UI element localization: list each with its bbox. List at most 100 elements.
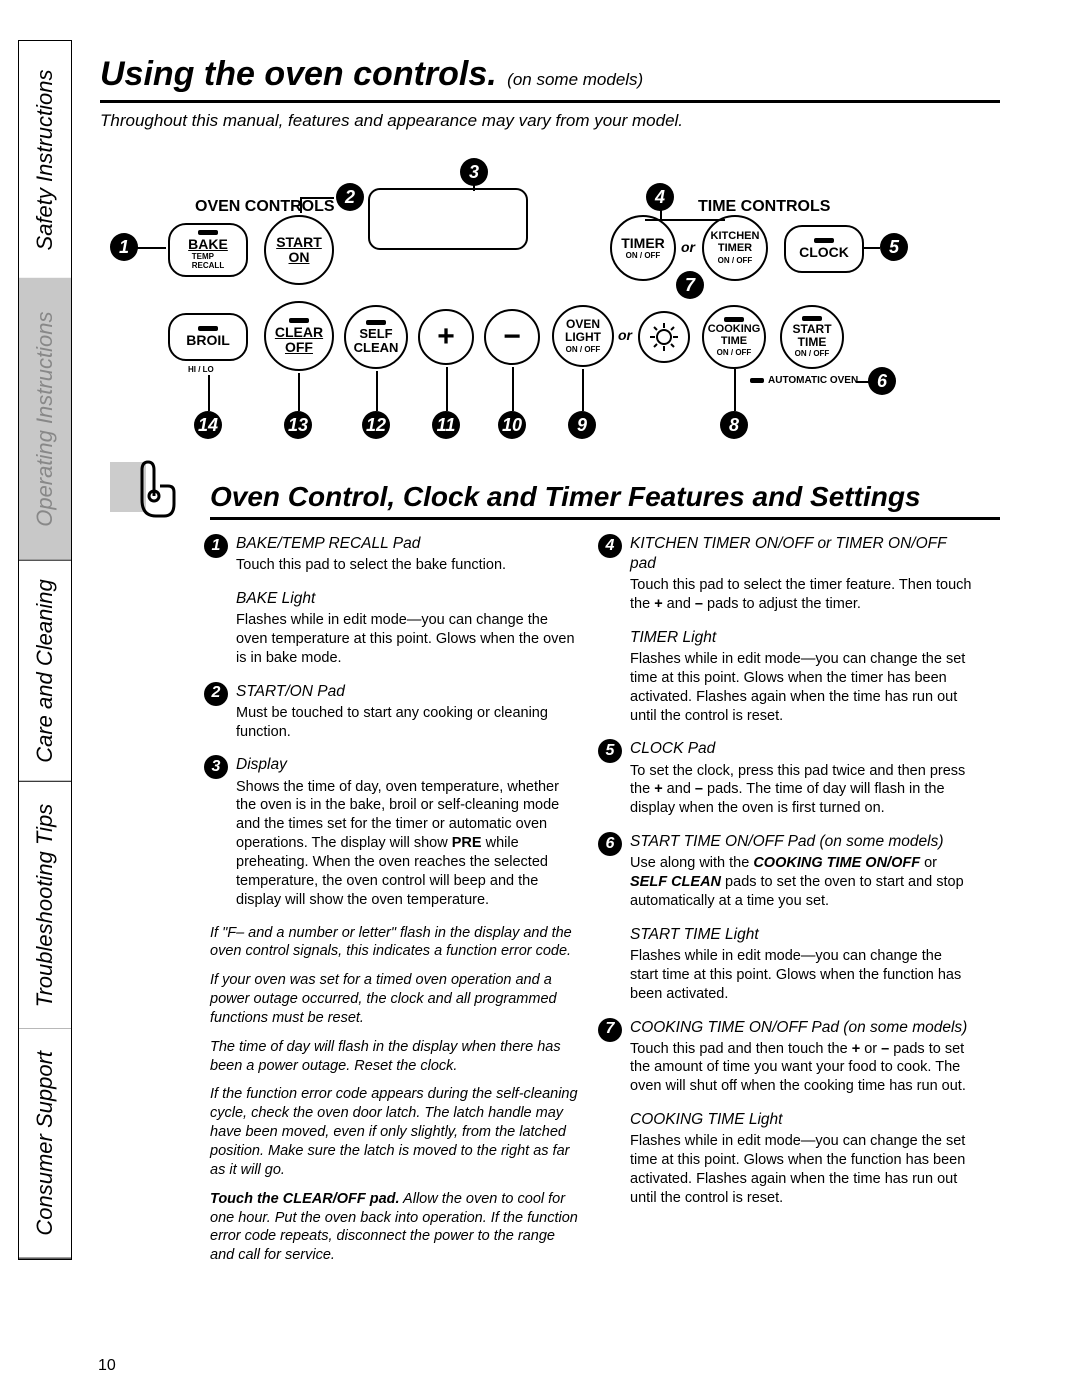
or-1: or <box>681 239 695 255</box>
lbl-cooking-time: COOKING TIME <box>708 324 761 347</box>
under-cooking-time: ON / OFF <box>717 348 752 357</box>
body-6: Use along with the COOKING TIME ON/OFF o… <box>630 854 974 911</box>
section2-title: Oven Control, Clock and Timer Features a… <box>210 481 1000 520</box>
lbl-start-time: START TIME <box>792 323 831 348</box>
pointing-hand-icon <box>108 452 178 522</box>
callout-13: 13 <box>284 411 312 439</box>
feature-cooking-time-light: COOKING TIME Light Flashes while in edit… <box>604 1110 974 1208</box>
num-6: 6 <box>598 832 622 856</box>
title-row: Using the oven controls. (on some models… <box>100 55 1000 103</box>
body-timer-light: Flashes while in edit mode—you can chang… <box>630 650 974 725</box>
hdr-bake-light: BAKE Light <box>236 589 580 609</box>
lbl-oven-light: OVEN LIGHT <box>565 318 601 343</box>
page-title: Using the oven controls. <box>100 55 497 93</box>
body-cooking-time-light: Flashes while in edit mode—you can chang… <box>630 1132 974 1207</box>
main-content: Using the oven controls. (on some models… <box>100 55 1000 1275</box>
body-3: Shows the time of day, oven temperature,… <box>236 778 580 910</box>
feature-3: 3 Display Shows the time of day, oven te… <box>210 755 580 909</box>
feature-6: 6 START TIME ON/OFF Pad (on some models)… <box>604 832 974 911</box>
lbl-clear-off: CLEAR OFF <box>275 325 323 354</box>
hdr-1: BAKE/TEMP RECALL Pad <box>236 534 580 554</box>
callout-12: 12 <box>362 411 390 439</box>
callout-2: 2 <box>336 183 364 211</box>
btn-kitchen-timer: KITCHEN TIMER ON / OFF <box>702 215 768 281</box>
num-2: 2 <box>204 682 228 706</box>
btn-clear-off: CLEAR OFF <box>264 301 334 371</box>
feature-7: 7 COOKING TIME ON/OFF Pad (on some model… <box>604 1018 974 1097</box>
title-note: (on some models) <box>507 70 643 89</box>
feature-5: 5 CLOCK Pad To set the clock, press this… <box>604 739 974 818</box>
note-c: The time of day will flash in the displa… <box>210 1038 580 1076</box>
btn-start-time: START TIME ON / OFF <box>780 305 844 369</box>
num-5: 5 <box>598 739 622 763</box>
lbl-broil: BROIL <box>186 333 230 348</box>
label-time-controls: TIME CONTROLS <box>698 198 830 216</box>
body-start-time-light: Flashes while in edit mode—you can chang… <box>630 947 974 1004</box>
under-oven-light: ON / OFF <box>566 345 601 354</box>
lbl-self-clean: SELF CLEAN <box>354 327 399 354</box>
label-oven-controls: OVEN CONTROLS <box>195 198 335 216</box>
tab-safety: Safety Instructions <box>19 41 71 278</box>
btn-broil: BROIL <box>168 313 248 361</box>
feature-timer-light: TIMER Light Flashes while in edit mode—y… <box>604 628 974 726</box>
feature-4: 4 KITCHEN TIMER ON/OFF or TIMER ON/OFF p… <box>604 534 974 614</box>
hdr-7: COOKING TIME ON/OFF Pad (on some models) <box>630 1018 974 1038</box>
note-d: If the function error code appears durin… <box>210 1085 580 1179</box>
callout-7: 7 <box>676 271 704 299</box>
minus-icon: − <box>503 320 521 354</box>
callout-14: 14 <box>194 411 222 439</box>
intro-note: Throughout this manual, features and app… <box>100 111 1000 131</box>
under-start-time: ON / OFF <box>795 349 830 358</box>
btn-cooking-time: COOKING TIME ON / OFF <box>702 305 766 369</box>
tab-troubleshooting: Troubleshooting Tips <box>19 782 71 1029</box>
hdr-4: KITCHEN TIMER ON/OFF or TIMER ON/OFF pad <box>630 534 974 574</box>
btn-plus: + <box>418 309 474 365</box>
controls-diagram: OVEN CONTROLS TIME CONTROLS BAKE TEMP RE… <box>100 153 980 453</box>
lbl-bake: BAKE <box>188 237 228 252</box>
lightbulb-icon <box>649 322 679 352</box>
feature-2: 2 START/ON Pad Must be touched to start … <box>210 682 580 742</box>
or-2: or <box>618 327 632 343</box>
lbl-clock: CLOCK <box>799 245 849 260</box>
body-1: Touch this pad to select the bake functi… <box>236 556 580 575</box>
section-tabs: Safety Instructions Operating Instructio… <box>18 40 72 1260</box>
btn-minus: − <box>484 309 540 365</box>
btn-clock: CLOCK <box>784 225 864 273</box>
callout-8: 8 <box>720 411 748 439</box>
feature-start-time-light: START TIME Light Flashes while in edit m… <box>604 925 974 1004</box>
btn-bake: BAKE TEMP RECALL <box>168 223 248 277</box>
btn-self-clean: SELF CLEAN <box>344 305 408 369</box>
display-screen <box>368 188 528 250</box>
feature-bake-light: BAKE Light Flashes while in edit mode—yo… <box>210 589 580 668</box>
hdr-2: START/ON Pad <box>236 682 580 702</box>
tab-care: Care and Cleaning <box>19 561 71 782</box>
hdr-start-time-light: START TIME Light <box>630 925 974 945</box>
hdr-cooking-time-light: COOKING TIME Light <box>630 1110 974 1130</box>
callout-5: 5 <box>880 233 908 261</box>
callout-4: 4 <box>646 183 674 211</box>
callout-1: 1 <box>110 233 138 261</box>
note-b: If your oven was set for a timed oven op… <box>210 971 580 1028</box>
feature-columns: 1 BAKE/TEMP RECALL Pad Touch this pad to… <box>210 534 1000 1275</box>
right-column: 4 KITCHEN TIMER ON/OFF or TIMER ON/OFF p… <box>604 534 974 1275</box>
callout-6: 6 <box>868 367 896 395</box>
btn-timer: TIMER ON / OFF <box>610 215 676 281</box>
under-timer: ON / OFF <box>626 251 661 260</box>
tab-operating: Operating Instructions <box>19 278 71 561</box>
hdr-5: CLOCK Pad <box>630 739 974 759</box>
under-broil: HI / LO <box>188 365 214 374</box>
callout-3: 3 <box>460 158 488 186</box>
hdr-timer-light: TIMER Light <box>630 628 974 648</box>
body-bake-light: Flashes while in edit mode—you can chang… <box>236 611 580 668</box>
note-a: If "F– and a number or letter" flash in … <box>210 924 580 962</box>
callout-10: 10 <box>498 411 526 439</box>
callout-9: 9 <box>568 411 596 439</box>
sub-bake: TEMP RECALL <box>192 252 224 270</box>
num-4: 4 <box>598 534 622 558</box>
left-column: 1 BAKE/TEMP RECALL Pad Touch this pad to… <box>210 534 580 1275</box>
lbl-timer: TIMER <box>621 236 665 251</box>
label-automatic-oven: AUTOMATIC OVEN <box>750 375 858 386</box>
hdr-3: Display <box>236 755 580 775</box>
body-4: Touch this pad to select the timer featu… <box>630 576 974 614</box>
plus-icon: + <box>437 320 455 354</box>
